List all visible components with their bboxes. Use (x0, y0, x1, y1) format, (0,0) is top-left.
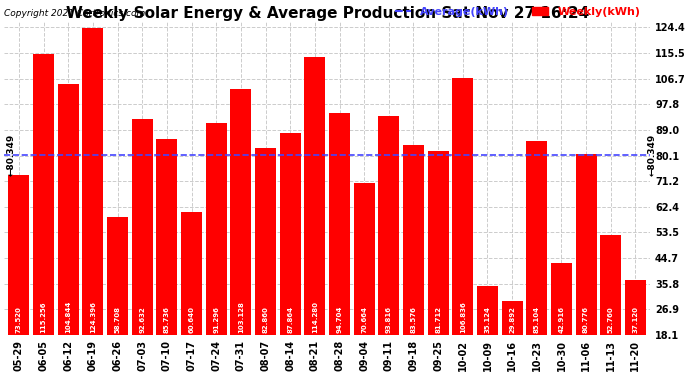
Text: 91.296: 91.296 (213, 306, 219, 333)
Text: 82.860: 82.860 (263, 306, 268, 333)
Bar (107, 217, 128, 375)
Text: 93.816: 93.816 (386, 306, 392, 333)
Text: 114.280: 114.280 (312, 301, 318, 333)
Text: 42.916: 42.916 (558, 306, 564, 333)
Bar (83, 27, 104, 375)
Text: 60.640: 60.640 (188, 306, 195, 333)
Text: 103.128: 103.128 (238, 302, 244, 333)
Bar (502, 301, 522, 375)
Text: 124.396: 124.396 (90, 302, 96, 333)
Bar (58, 84, 79, 375)
Legend: Average(kWh), Weekly(kWh): Average(kWh), Weekly(kWh) (391, 2, 644, 21)
Text: 83.576: 83.576 (411, 306, 417, 333)
Bar (625, 280, 646, 375)
Text: 106.836: 106.836 (460, 302, 466, 333)
Bar (378, 116, 400, 375)
Text: 81.712: 81.712 (435, 306, 441, 333)
Text: ←80.349: ←80.349 (648, 134, 657, 176)
Bar (551, 263, 572, 375)
Bar (304, 57, 326, 375)
Bar (157, 139, 177, 375)
Text: 85.736: 85.736 (164, 306, 170, 333)
Text: 92.632: 92.632 (139, 306, 146, 333)
Bar (526, 141, 547, 375)
Text: Copyright 2021 Cartronics.com: Copyright 2021 Cartronics.com (4, 9, 146, 18)
Text: 37.120: 37.120 (633, 306, 638, 333)
Text: 80.776: 80.776 (583, 306, 589, 333)
Text: 70.664: 70.664 (361, 306, 367, 333)
Bar (230, 89, 251, 375)
Title: Weekly Solar Energy & Average Production Sat Nov 27 16:24: Weekly Solar Energy & Average Production… (66, 6, 589, 21)
Text: ←80.349: ←80.349 (7, 134, 16, 176)
Bar (132, 119, 152, 375)
Bar (600, 234, 621, 375)
Bar (206, 123, 227, 375)
Bar (33, 54, 54, 375)
Bar (453, 78, 473, 375)
Text: 73.520: 73.520 (16, 306, 22, 333)
Bar (329, 113, 350, 375)
Text: 104.844: 104.844 (66, 301, 71, 333)
Text: 35.124: 35.124 (484, 306, 491, 333)
Bar (575, 154, 597, 375)
Text: 85.104: 85.104 (534, 306, 540, 333)
Bar (279, 133, 301, 375)
Bar (403, 146, 424, 375)
Text: 52.760: 52.760 (608, 306, 614, 333)
Text: 58.708: 58.708 (115, 306, 121, 333)
Bar (181, 212, 202, 375)
Text: 94.704: 94.704 (337, 306, 342, 333)
Bar (8, 174, 30, 375)
Bar (428, 151, 448, 375)
Text: 87.864: 87.864 (287, 306, 293, 333)
Bar (354, 183, 375, 375)
Bar (255, 147, 276, 375)
Text: 29.892: 29.892 (509, 306, 515, 333)
Text: 115.256: 115.256 (41, 302, 47, 333)
Bar (477, 285, 498, 375)
